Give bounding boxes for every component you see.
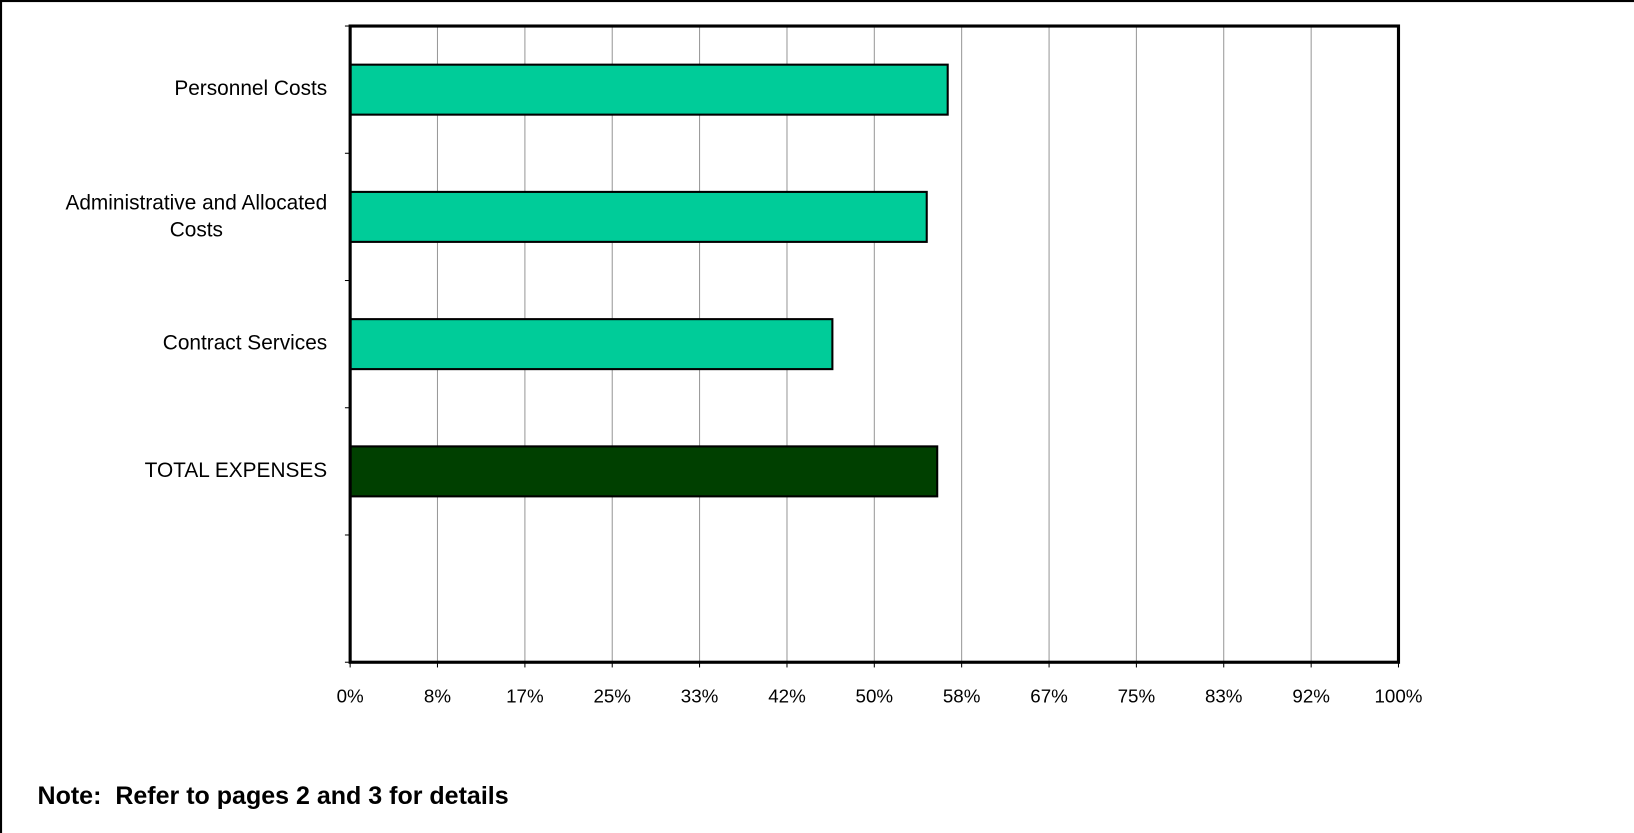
x-tick-label: 100%: [1374, 686, 1422, 707]
category-label: Administrative and Allocated Costs: [65, 191, 327, 241]
x-tick-label: 58%: [943, 686, 981, 707]
labels: 0% 8% 17% 25% 33% 42% 50% 58% 67% 75% 83% 92% 100% Pe…: [65, 77, 1422, 706]
note: Note: Refer to pages 2 and 3 for details: [38, 782, 509, 810]
bar: [349, 190, 928, 243]
bar: [349, 63, 949, 116]
category-label: Personnel Costs: [174, 77, 327, 100]
x-tick-label: 17%: [506, 686, 544, 707]
x-tick-label: 25%: [593, 686, 631, 707]
x-tick-label: 83%: [1205, 686, 1243, 707]
x-tick-label: 50%: [856, 686, 894, 707]
x-tick-label: 92%: [1292, 686, 1330, 707]
bars: [348, 24, 1401, 664]
x-tick-label: 8%: [424, 686, 451, 707]
x-tick-label: 67%: [1030, 686, 1068, 707]
category-label: Contract Services: [163, 332, 327, 355]
category-label: TOTAL EXPENSES: [145, 459, 328, 482]
bar: [349, 445, 939, 498]
bar: [349, 318, 834, 371]
plot-border: [348, 24, 1401, 664]
x-tick-label: 42%: [768, 686, 806, 707]
x-tick-label: 0%: [337, 686, 364, 707]
x-tick-label: 33%: [681, 686, 719, 707]
x-tick-label: 75%: [1118, 686, 1156, 707]
